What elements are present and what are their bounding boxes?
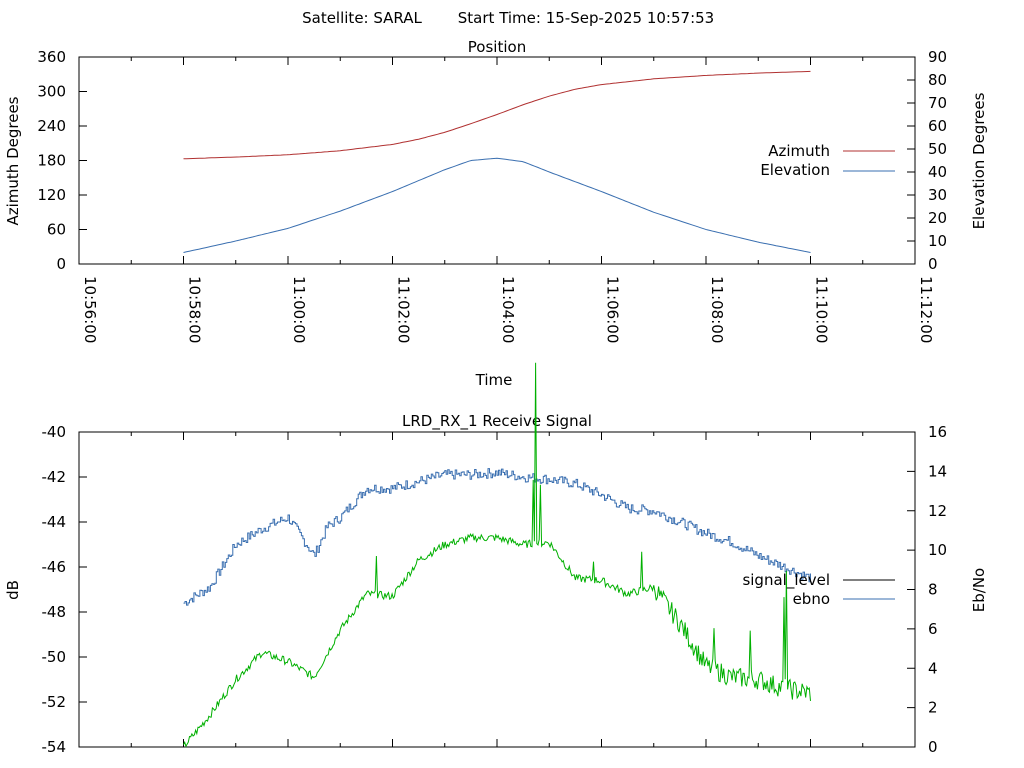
receive-y2-tick-label: 12: [928, 502, 947, 520]
position-y-axis-label: Azimuth Degrees: [4, 96, 22, 225]
position-y2-tick-label: 30: [928, 186, 947, 204]
receive-y-tick-label: -40: [42, 423, 67, 441]
series-line-azimuth: [183, 70, 811, 160]
position-y2-tick-label: 40: [928, 163, 947, 181]
series-line-elevation: [183, 157, 811, 253]
position-ticks: 10:56:00 10:58:00 11:00:00 11:02:00 11:04:00…: [37, 48, 947, 343]
position-y2-tick-label: 20: [928, 209, 947, 227]
receive-y2-tick-label: 14: [928, 462, 947, 480]
satellite-label: Satellite: SARAL: [302, 9, 422, 27]
receive-y2-tick-label: 0: [928, 738, 938, 756]
position-y2-tick-label: 10: [928, 232, 947, 250]
position-x-tick-label: 11:02:00: [395, 276, 413, 343]
receive-y2-tick-label: 16: [928, 423, 947, 441]
position-y-tick-label: 60: [47, 221, 66, 239]
position-x-tick-label: 11:10:00: [813, 276, 831, 343]
position-y2-tick-label: 90: [928, 48, 947, 66]
receive-y-tick-label: -54: [42, 738, 67, 756]
receive-y-tick-label: -42: [42, 468, 67, 486]
position-chart-title: Position: [468, 38, 526, 56]
position-y-tick-label: 300: [37, 83, 66, 101]
position-y2-tick-label: 60: [928, 117, 947, 135]
position-y-tick-label: 120: [37, 186, 66, 204]
series-line-ebno: [183, 468, 811, 606]
position-y-tick-label: 180: [37, 152, 66, 170]
position-x-tick-label: 10:56:00: [81, 276, 99, 343]
receive-signal-chart: LRD_RX_1 Receive Signal -40-42-44-46-48-…: [4, 362, 988, 756]
position-y2-tick-label: 70: [928, 94, 947, 112]
receive-signal-legend: signal_level ebno: [742, 571, 895, 608]
receive-y-tick-label: -52: [42, 693, 67, 711]
receive-signal-ticks: -40 -42 -44 -46 -48 -50 -52 -54 0 2 4 6 8 10 12 14 16: [42, 423, 948, 756]
series-line-green: [183, 362, 811, 748]
position-y-tick-label: 0: [56, 255, 66, 273]
position-y2-axis-label: Elevation Degrees: [970, 92, 988, 229]
receive-signal-y2-axis-label: Eb/No: [970, 568, 988, 612]
position-x-tick-label: 11:12:00: [917, 276, 935, 343]
position-x-tick-label: 11:06:00: [604, 276, 622, 343]
position-y2-tick-label: 0: [928, 255, 938, 273]
position-y-tick-label: 360: [37, 48, 66, 66]
position-legend: Azimuth Elevation: [760, 142, 895, 179]
receive-y-tick-label: -46: [42, 558, 67, 576]
position-x-axis-label: Time: [475, 371, 513, 389]
legend-azimuth-label: Azimuth: [768, 142, 830, 160]
receive-y2-tick-label: 10: [928, 541, 947, 559]
receive-y2-tick-label: 6: [928, 620, 938, 638]
position-y2-tick-label: 80: [928, 71, 947, 89]
receive-signal-y-axis-label: dB: [4, 580, 22, 600]
receive-signal-plot-frame: [78, 431, 916, 748]
legend-signal-level-label: signal_level: [742, 571, 830, 590]
position-x-tick-label: 11:08:00: [708, 276, 726, 343]
position-x-tick-label: 11:04:00: [499, 276, 517, 343]
position-y2-tick-label: 50: [928, 140, 947, 158]
position-x-tick-label: 11:00:00: [290, 276, 308, 343]
receive-signal-series: [183, 362, 811, 748]
start-time-label: Start Time: 15-Sep-2025 10:57:53: [458, 9, 714, 27]
receive-y-tick-label: -50: [42, 648, 67, 666]
position-y-tick-label: 240: [37, 117, 66, 135]
receive-y-tick-label: -44: [42, 513, 67, 531]
position-x-tick-label: 10:58:00: [186, 276, 204, 343]
receive-signal-chart-title: LRD_RX_1 Receive Signal: [402, 412, 592, 431]
receive-y2-tick-label: 2: [928, 699, 938, 717]
position-series: [183, 70, 811, 253]
legend-elevation-label: Elevation: [760, 161, 830, 179]
legend-ebno-label: ebno: [793, 590, 830, 608]
receive-y-tick-label: -48: [42, 603, 67, 621]
receive-y2-tick-label: 4: [928, 659, 938, 677]
position-chart: Position 10:56:00 10:58:00 11:00:00 11:02:0…: [4, 38, 988, 389]
receive-y2-tick-label: 8: [928, 581, 938, 599]
